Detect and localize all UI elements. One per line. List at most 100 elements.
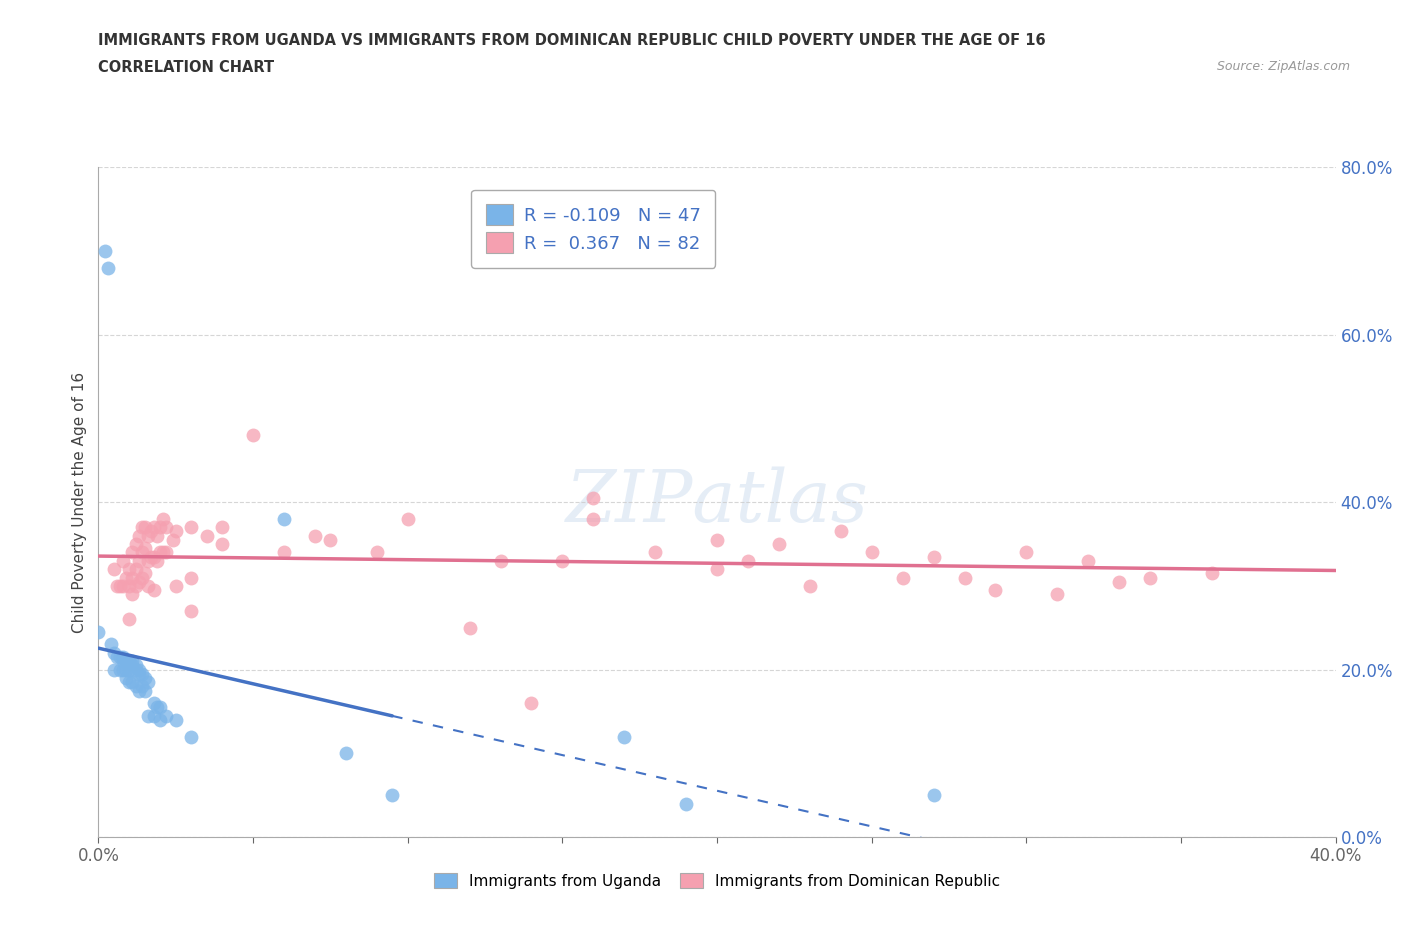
Point xyxy=(134,683,156,698)
Point xyxy=(830,525,852,539)
Point xyxy=(105,650,128,665)
Text: CORRELATION CHART: CORRELATION CHART xyxy=(98,60,274,75)
Point xyxy=(118,662,141,677)
Point xyxy=(396,512,419,526)
Point xyxy=(146,553,169,568)
Point xyxy=(103,645,125,660)
Point xyxy=(118,562,141,577)
Point xyxy=(146,700,169,715)
Point xyxy=(143,696,166,711)
Point xyxy=(551,553,574,568)
Point xyxy=(131,666,153,681)
Point xyxy=(146,528,169,543)
Point xyxy=(115,662,138,677)
Point xyxy=(180,729,202,744)
Point xyxy=(108,650,131,665)
Point xyxy=(131,520,153,535)
Point xyxy=(381,788,404,803)
Point xyxy=(112,578,135,593)
Point xyxy=(121,545,143,560)
Point xyxy=(131,679,153,694)
Point xyxy=(118,675,141,690)
Point xyxy=(134,671,156,685)
Point xyxy=(242,428,264,443)
Point xyxy=(112,654,135,669)
Point xyxy=(155,545,177,560)
Point xyxy=(1046,587,1069,602)
Point xyxy=(152,512,174,526)
Point xyxy=(644,545,666,560)
Point xyxy=(134,520,156,535)
Point xyxy=(118,578,141,593)
Point xyxy=(108,578,131,593)
Point xyxy=(128,575,150,590)
Point xyxy=(115,671,138,685)
Point xyxy=(108,662,131,677)
Point xyxy=(155,709,177,724)
Point xyxy=(860,545,883,560)
Point xyxy=(128,666,150,681)
Point xyxy=(112,662,135,677)
Point xyxy=(706,562,728,577)
Point xyxy=(489,553,512,568)
Text: ZIP​atlas: ZIP​atlas xyxy=(565,467,869,538)
Point xyxy=(1108,575,1130,590)
Point xyxy=(143,582,166,598)
Point xyxy=(180,520,202,535)
Y-axis label: Child Poverty Under the Age of 16: Child Poverty Under the Age of 16 xyxy=(72,372,87,632)
Point xyxy=(706,532,728,547)
Point xyxy=(121,587,143,602)
Point xyxy=(1139,570,1161,585)
Point xyxy=(953,570,976,585)
Point xyxy=(155,520,177,535)
Point xyxy=(121,654,143,669)
Point xyxy=(87,625,110,640)
Point xyxy=(131,545,153,560)
Point xyxy=(121,658,143,673)
Point xyxy=(139,549,162,564)
Point xyxy=(799,578,821,593)
Point xyxy=(273,545,295,560)
Point xyxy=(118,654,141,669)
Point xyxy=(768,537,790,551)
Point xyxy=(121,675,143,690)
Point xyxy=(115,654,138,669)
Legend: Immigrants from Uganda, Immigrants from Dominican Republic: Immigrants from Uganda, Immigrants from … xyxy=(426,865,1008,897)
Point xyxy=(613,729,636,744)
Text: IMMIGRANTS FROM UGANDA VS IMMIGRANTS FROM DOMINICAN REPUBLIC CHILD POVERTY UNDER: IMMIGRANTS FROM UGANDA VS IMMIGRANTS FRO… xyxy=(98,33,1046,47)
Point xyxy=(152,545,174,560)
Point xyxy=(149,700,172,715)
Point xyxy=(100,637,122,652)
Point xyxy=(165,712,187,727)
Point xyxy=(149,520,172,535)
Point xyxy=(97,260,120,275)
Point xyxy=(319,532,342,547)
Point xyxy=(922,549,945,564)
Point xyxy=(143,520,166,535)
Point xyxy=(103,562,125,577)
Point xyxy=(1201,565,1223,580)
Point xyxy=(180,604,202,618)
Point xyxy=(922,788,945,803)
Point xyxy=(124,662,146,677)
Text: Source: ZipAtlas.com: Source: ZipAtlas.com xyxy=(1216,60,1350,73)
Point xyxy=(675,796,697,811)
Point xyxy=(112,650,135,665)
Point xyxy=(134,565,156,580)
Point xyxy=(304,528,326,543)
Point xyxy=(180,570,202,585)
Point xyxy=(335,746,357,761)
Point xyxy=(124,679,146,694)
Point xyxy=(211,520,233,535)
Point xyxy=(105,578,128,593)
Point xyxy=(1015,545,1038,560)
Point xyxy=(131,570,153,585)
Point xyxy=(134,541,156,556)
Point xyxy=(112,553,135,568)
Point xyxy=(195,528,218,543)
Point xyxy=(118,612,141,627)
Point xyxy=(121,570,143,585)
Point xyxy=(1077,553,1099,568)
Point xyxy=(124,658,146,673)
Point xyxy=(103,662,125,677)
